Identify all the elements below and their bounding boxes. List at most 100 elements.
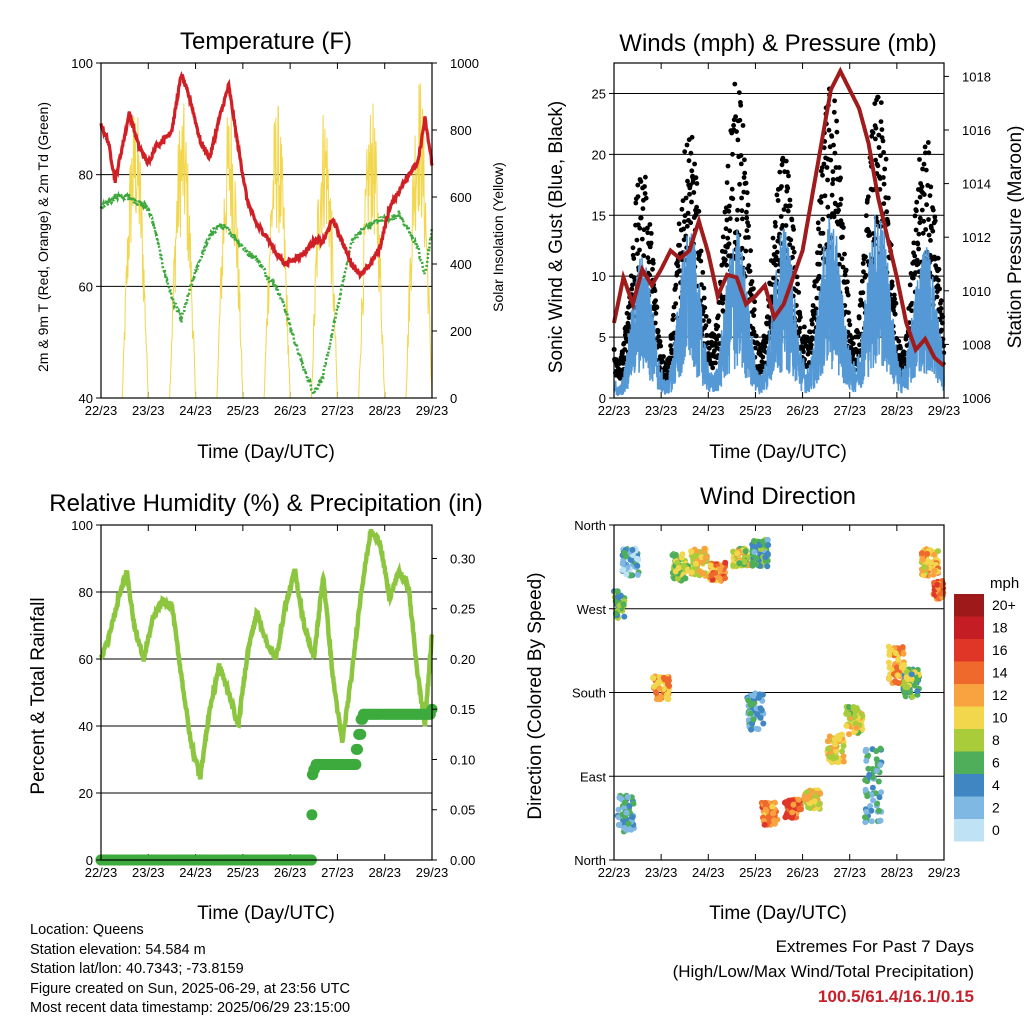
gust-point — [746, 235, 751, 240]
gust-point — [727, 203, 732, 209]
gust-point — [686, 158, 692, 164]
direction-point — [831, 736, 838, 743]
y-tick-label-right: 0.30 — [450, 551, 475, 566]
gust-point — [680, 198, 686, 204]
direction-point — [696, 568, 703, 575]
wind-direction-ylabel: Direction (Colored By Speed) — [525, 572, 546, 819]
direction-point — [817, 790, 824, 797]
gust-point — [912, 213, 918, 219]
gust-point — [860, 290, 866, 296]
direction-point — [664, 680, 671, 687]
gust-point — [920, 166, 925, 172]
station-info: Location: Queens Station elevation: 54.5… — [30, 921, 350, 1019]
gust-point — [712, 341, 718, 346]
gust-point — [936, 277, 941, 283]
legend-swatch — [954, 774, 984, 797]
direction-point — [804, 789, 811, 796]
gust-point — [817, 243, 823, 249]
gust-point — [706, 318, 712, 324]
gust-point — [726, 241, 732, 247]
gust-point — [748, 248, 753, 254]
gust-point — [741, 175, 747, 180]
direction-point — [931, 551, 938, 558]
gust-point — [829, 192, 835, 198]
gust-point — [834, 129, 840, 135]
gust-point — [688, 150, 694, 156]
gust-point — [898, 345, 903, 351]
gust-point — [689, 168, 695, 174]
gust-point — [831, 214, 837, 220]
y-tick-label-right: 400 — [450, 257, 472, 272]
direction-point — [873, 767, 880, 774]
direction-point — [625, 820, 632, 827]
legend-swatch — [954, 796, 984, 819]
direction-point — [628, 572, 635, 579]
gust-point — [787, 203, 793, 209]
gust-point — [932, 214, 938, 220]
gust-point — [701, 295, 707, 301]
gust-point — [790, 254, 795, 260]
gust-point — [733, 114, 738, 120]
direction-point — [862, 814, 868, 821]
gust-point — [641, 253, 647, 259]
direction-point — [622, 553, 629, 560]
gust-point — [689, 199, 694, 205]
gust-point — [923, 150, 928, 156]
direction-point — [864, 793, 871, 800]
rainfall-point — [310, 759, 322, 770]
gust-point — [923, 227, 929, 232]
direction-point — [621, 799, 628, 806]
gust-point — [881, 181, 887, 187]
x-tick-label: 27/23 — [833, 403, 866, 418]
gust-point — [687, 191, 692, 197]
gust-point — [916, 231, 922, 237]
y-tick-label: 60 — [79, 652, 93, 667]
gust-point — [634, 237, 640, 243]
direction-tick-label: North — [574, 518, 606, 533]
x-tick-label: 27/23 — [321, 403, 354, 418]
x-tick-label: 27/23 — [833, 865, 866, 880]
gust-point — [744, 215, 750, 221]
gust-point — [837, 261, 842, 267]
gust-point — [919, 207, 925, 213]
gust-point — [774, 192, 780, 198]
direction-point — [623, 571, 630, 578]
rainfall-point — [348, 759, 360, 770]
gust-point — [763, 340, 769, 345]
gust-point — [915, 241, 921, 247]
direction-point — [764, 563, 771, 570]
direction-point — [722, 559, 729, 566]
gust-point — [824, 165, 830, 170]
gust-point — [751, 313, 757, 318]
gust-point — [845, 279, 850, 285]
legend-label: 18 — [992, 620, 1008, 636]
gust-point — [643, 195, 649, 201]
gust-point — [840, 264, 846, 270]
gust-point — [825, 177, 830, 183]
gust-point — [633, 200, 639, 206]
direction-point — [908, 671, 915, 678]
gust-point — [886, 195, 891, 201]
direction-point — [862, 777, 869, 784]
gust-point — [652, 320, 658, 326]
x-tick-label: 23/23 — [645, 865, 678, 880]
gust-point — [909, 308, 914, 314]
direction-point — [892, 650, 899, 657]
gust-point — [744, 209, 749, 215]
gust-point — [913, 270, 918, 275]
gust-point — [920, 230, 926, 236]
gust-point — [648, 231, 654, 236]
gust-point — [724, 262, 729, 268]
gust-point — [760, 354, 766, 360]
gust-point — [880, 138, 886, 144]
direction-point — [875, 778, 882, 785]
plot-frame — [100, 524, 433, 861]
gust-point — [694, 181, 700, 186]
gust-point — [885, 221, 891, 227]
direction-point — [765, 542, 772, 548]
gust-point — [751, 286, 756, 291]
gust-point — [832, 98, 837, 104]
gust-point — [878, 153, 883, 159]
direction-point — [747, 701, 754, 708]
direction-point — [692, 560, 699, 567]
